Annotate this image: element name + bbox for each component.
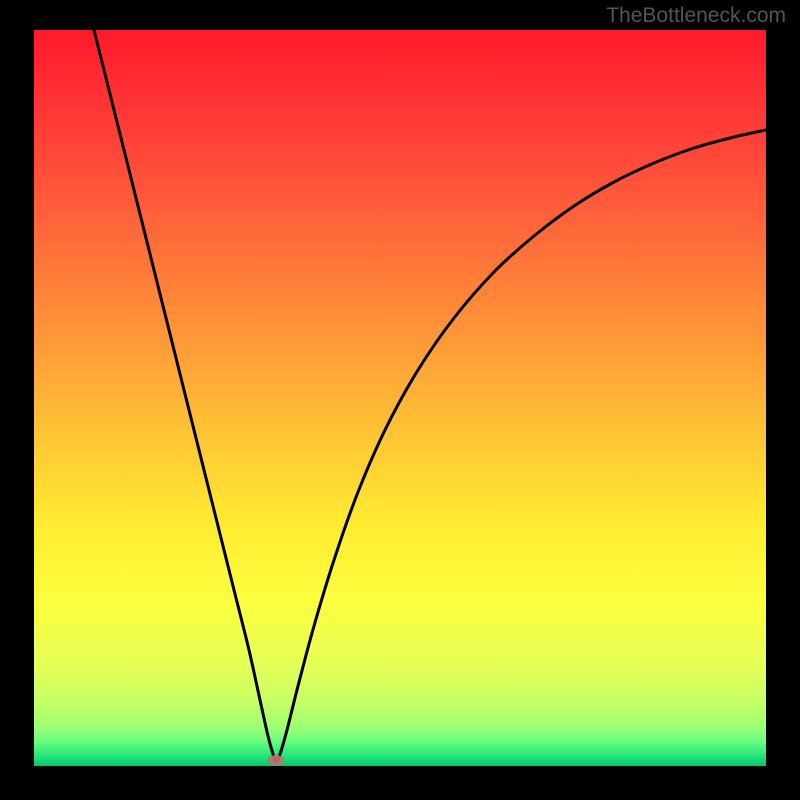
plot-area [34,30,766,766]
bottleneck-curve [94,30,766,761]
curve-overlay [34,30,766,766]
watermark-text: TheBottleneck.com [606,4,786,28]
chart-container: TheBottleneck.com [0,0,800,800]
dip-marker [268,755,284,765]
